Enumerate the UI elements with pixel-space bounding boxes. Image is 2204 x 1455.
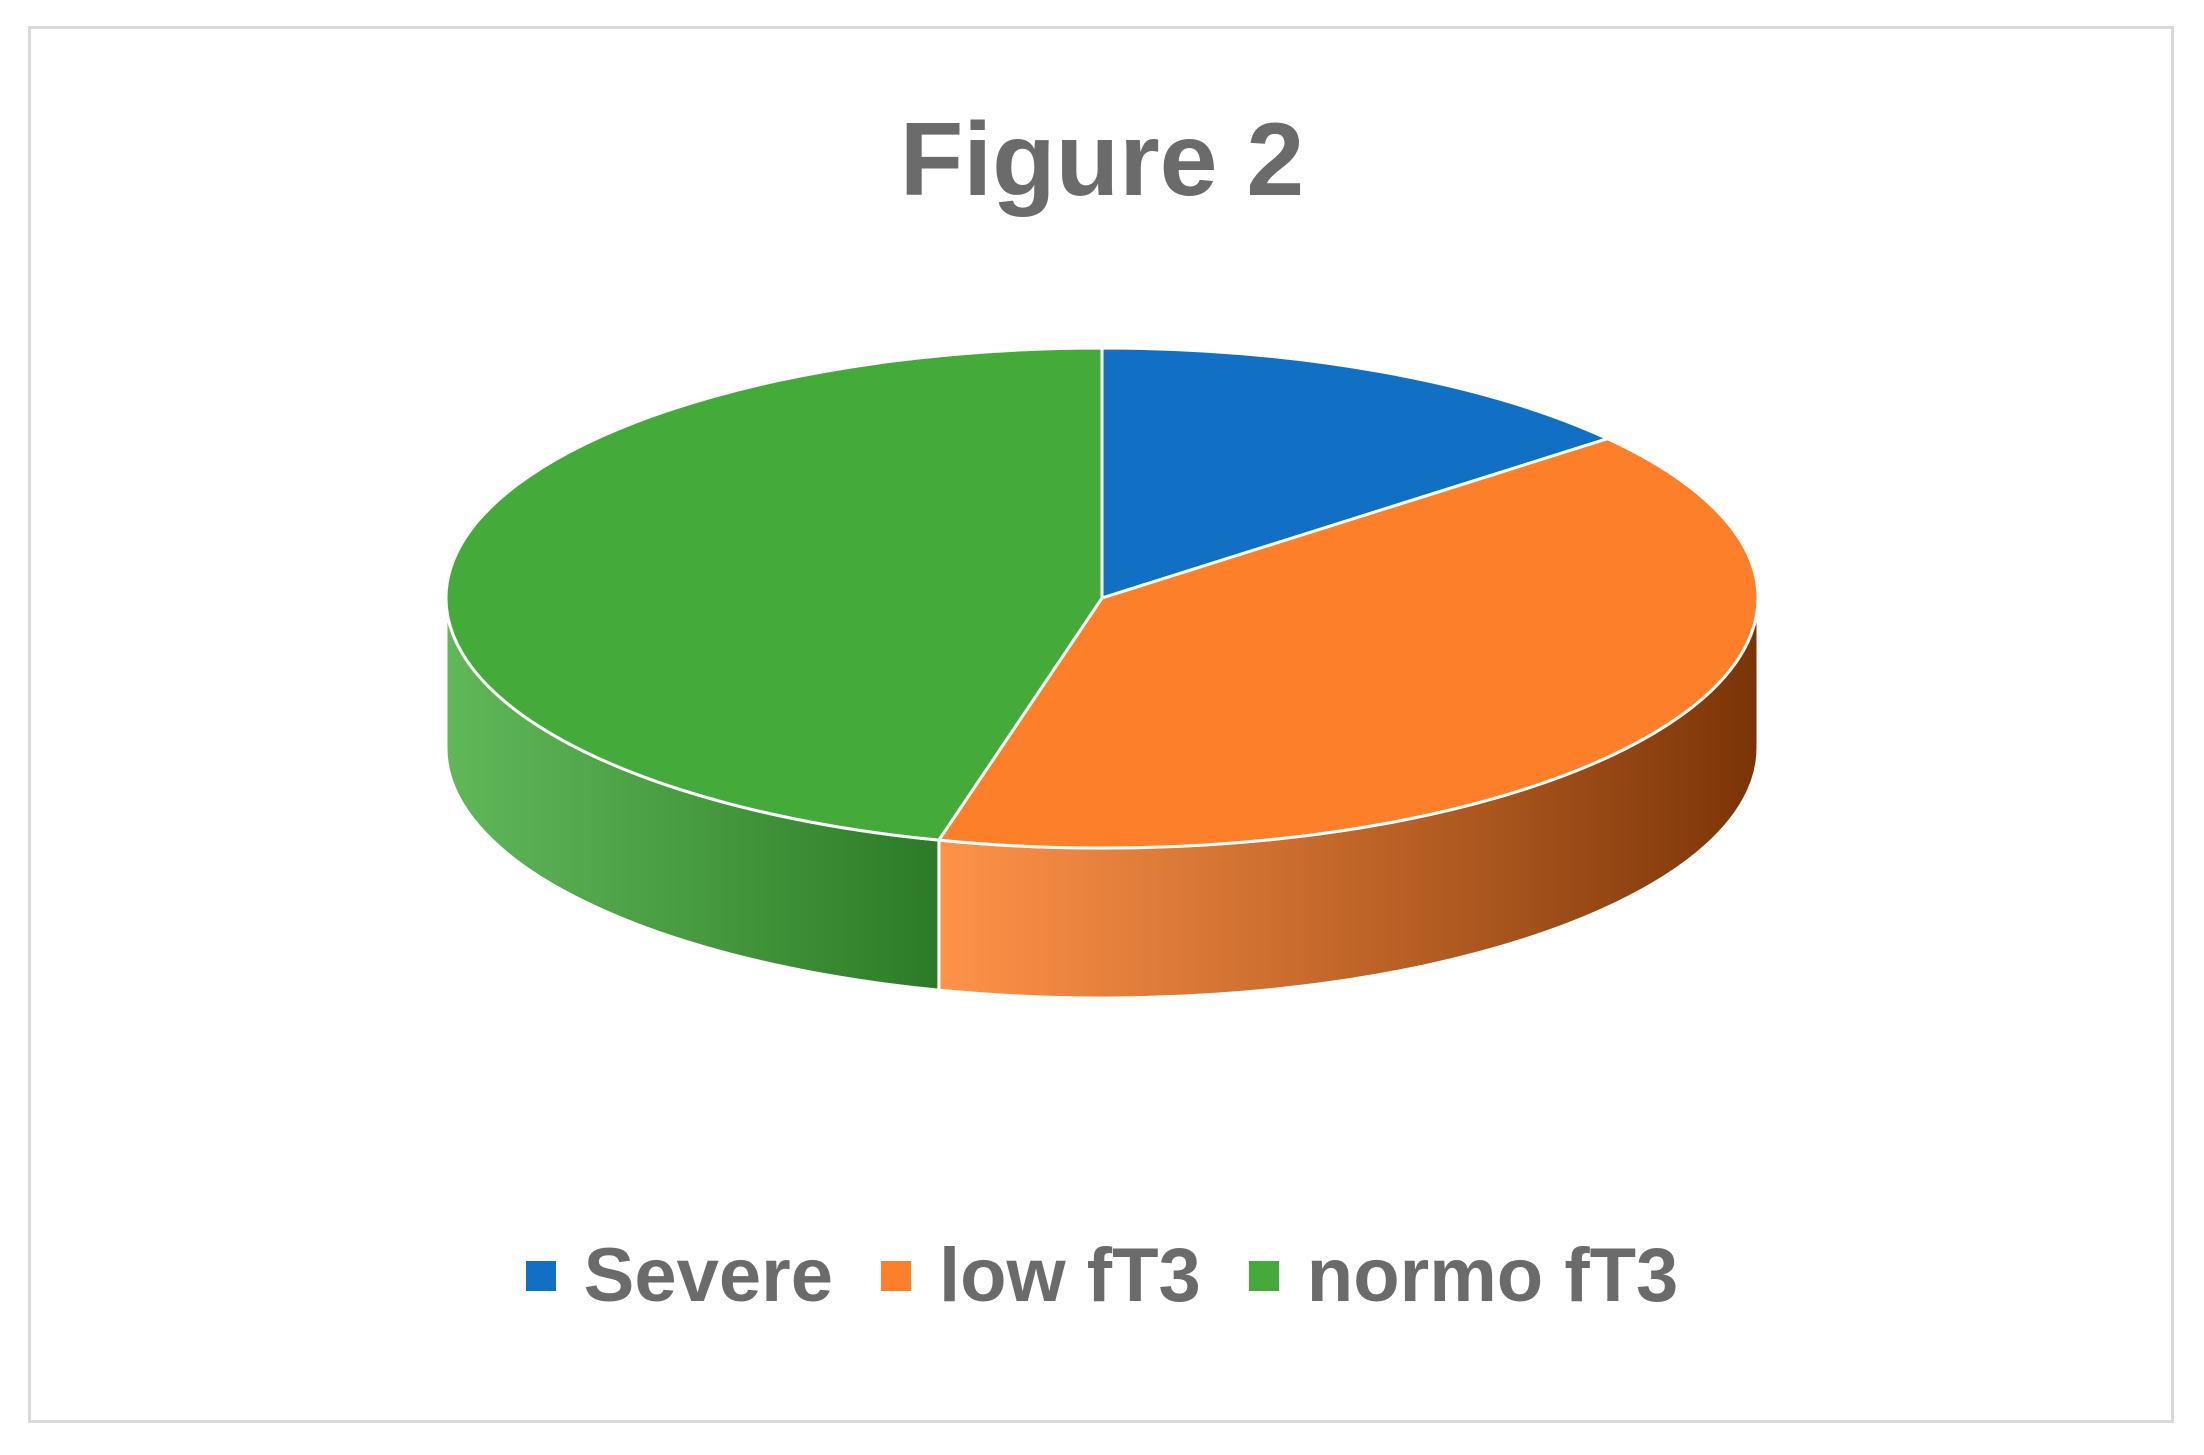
legend: Severe low fT3 normo fT3 (0, 1238, 2204, 1314)
legend-label-normo-ft3: normo fT3 (1306, 1233, 1679, 1318)
legend-item-low-ft3[interactable]: low fT3 (881, 1238, 1201, 1314)
legend-item-normo-ft3[interactable]: normo fT3 (1248, 1233, 1679, 1318)
legend-label-low-ft3: low fT3 (939, 1233, 1201, 1318)
pie-slice-normo-ft3[interactable] (444, 346, 1104, 842)
legend-label-severe: Severe (583, 1233, 833, 1318)
pie-slice-low-ft3[interactable] (937, 437, 1760, 850)
pie-slice-severe[interactable] (1100, 346, 1609, 600)
legend-swatch-severe (525, 1261, 556, 1291)
legend-item-severe[interactable]: Severe (525, 1233, 833, 1318)
legend-swatch-low-ft3 (881, 1261, 911, 1291)
chart-title: Figure 2 (899, 102, 1305, 218)
legend-swatch-normo-ft3 (1248, 1261, 1279, 1291)
